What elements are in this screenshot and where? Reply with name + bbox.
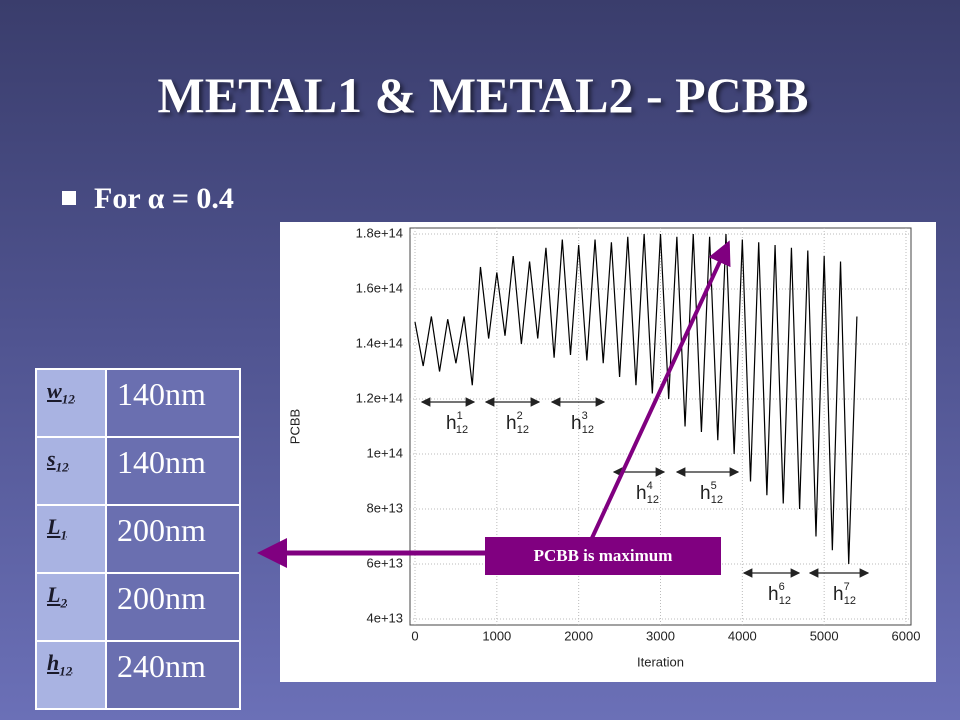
annotation-label: h5 12 bbox=[700, 480, 723, 506]
annotation-text: h bbox=[571, 413, 582, 434]
symbol-subscript: 12 bbox=[61, 391, 75, 407]
parameter-table: w12 140nm s12 140nm L1 200nm L2 200nm h12 240nm bbox=[35, 368, 241, 710]
annotation-text: h bbox=[446, 413, 457, 434]
y-tick-label: 1.8e+14 bbox=[356, 225, 403, 240]
y-tick-label: 1e+14 bbox=[366, 445, 403, 460]
annotation-sup: 2 bbox=[517, 410, 523, 422]
annotation-text: h bbox=[506, 413, 517, 434]
table-row: s12 140nm bbox=[35, 436, 241, 506]
annotation-sub: 12 bbox=[582, 424, 594, 436]
annotation-text: h bbox=[700, 483, 711, 504]
symbol: w bbox=[47, 378, 62, 403]
bullet-marker bbox=[62, 191, 76, 205]
annotation-text: h bbox=[636, 483, 647, 504]
value-cell: 140nm bbox=[105, 436, 241, 506]
x-tick-label: 0 bbox=[411, 628, 418, 643]
slide-title: METAL1 & METAL2 - PCBB bbox=[158, 67, 809, 123]
callout-arrow bbox=[590, 240, 731, 539]
annotation-sup: 4 bbox=[647, 480, 653, 492]
annotation-label: h3 12 bbox=[571, 410, 594, 436]
value-cell: 200nm bbox=[105, 572, 241, 642]
symbol-cell: h12 bbox=[35, 640, 107, 710]
x-tick-label: 5000 bbox=[810, 628, 839, 643]
data-line bbox=[414, 233, 858, 565]
symbol-cell: w12 bbox=[35, 368, 107, 438]
chart: 4e+13 6e+13 8e+13 1e+14 1.2e+14 1.4e+14 1.6e+1… bbox=[287, 225, 920, 669]
table-row: w12 140nm bbox=[35, 368, 241, 438]
annotation-sup: 3 bbox=[582, 410, 588, 422]
symbol-subscript: 1 bbox=[60, 527, 67, 543]
annotation-sup: 1 bbox=[457, 410, 463, 422]
annotation-sub: 12 bbox=[844, 595, 856, 607]
y-axis-label: PCBB bbox=[287, 409, 302, 444]
y-tick-label: 1.4e+14 bbox=[356, 335, 403, 350]
symbol-subscript: 12 bbox=[55, 459, 69, 475]
value-cell: 140nm bbox=[105, 368, 241, 438]
table-row: h12 240nm bbox=[35, 640, 241, 710]
symbol-cell: L1 bbox=[35, 504, 107, 574]
annotation-text: h bbox=[833, 584, 844, 605]
x-tick-label: 6000 bbox=[892, 628, 921, 643]
x-tick-label: 2000 bbox=[564, 628, 593, 643]
callout-text: PCBB is maximum bbox=[534, 546, 673, 565]
annotation-sup: 5 bbox=[711, 480, 717, 492]
annotation-label: h6 12 bbox=[768, 581, 791, 607]
annotation-sub: 12 bbox=[647, 494, 659, 506]
x-tick-label: 1000 bbox=[482, 628, 511, 643]
symbol-subscript: 2 bbox=[60, 595, 67, 611]
annotation-label: h1 12 bbox=[446, 410, 468, 436]
annotation-sup: 7 bbox=[844, 581, 850, 593]
table-row: L1 200nm bbox=[35, 504, 241, 574]
annotation-sub: 12 bbox=[711, 494, 723, 506]
symbol: L bbox=[47, 582, 61, 607]
symbol: s bbox=[47, 446, 56, 471]
annotation-sub: 12 bbox=[779, 595, 791, 607]
annotation-label: h2 12 bbox=[506, 410, 529, 436]
table-row: L2 200nm bbox=[35, 572, 241, 642]
symbol-cell: s12 bbox=[35, 436, 107, 506]
callout-box bbox=[485, 537, 721, 575]
y-tick-label: 1.6e+14 bbox=[356, 280, 403, 295]
symbol: L bbox=[47, 514, 61, 539]
y-tick-label: 1.2e+14 bbox=[356, 390, 403, 405]
annotation-sub: 12 bbox=[456, 424, 468, 436]
symbol: h bbox=[47, 650, 60, 675]
x-tick-label: 3000 bbox=[646, 628, 675, 643]
x-axis-label: Iteration bbox=[637, 654, 684, 669]
annotation-sup: 6 bbox=[779, 581, 785, 593]
annotation-label: h4 12 bbox=[636, 480, 659, 506]
annotation-label: h7 12 bbox=[833, 581, 856, 607]
annotation-sub: 12 bbox=[517, 424, 529, 436]
annotation-text: h bbox=[768, 584, 779, 605]
y-tick-label: 6e+13 bbox=[366, 555, 403, 570]
symbol-subscript: 12 bbox=[59, 663, 73, 679]
symbol-cell: L2 bbox=[35, 572, 107, 642]
value-cell: 240nm bbox=[105, 640, 241, 710]
y-tick-label: 8e+13 bbox=[366, 500, 403, 515]
y-tick-label: 4e+13 bbox=[366, 610, 403, 625]
x-tick-label: 4000 bbox=[728, 628, 757, 643]
value-cell: 200nm bbox=[105, 504, 241, 574]
bullet-text: For α = 0.4 bbox=[94, 182, 234, 215]
